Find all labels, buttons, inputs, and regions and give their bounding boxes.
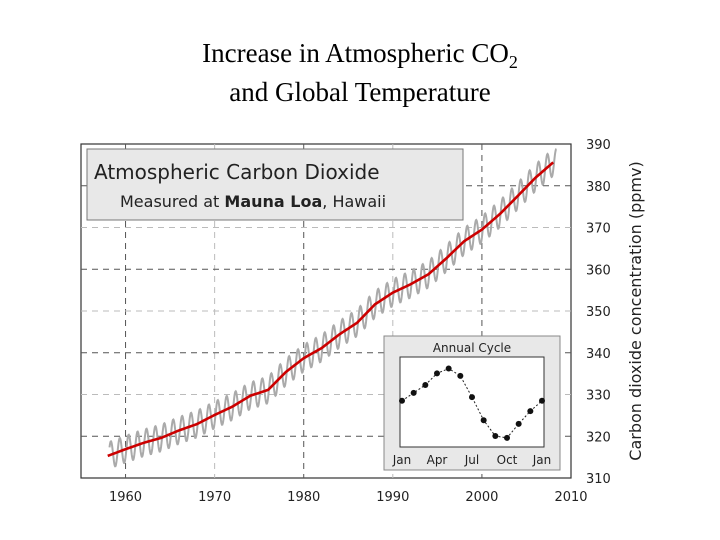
y-tick-label: 380 xyxy=(586,180,611,195)
title-box xyxy=(86,148,464,221)
chart-subtitle: Measured at Mauna Loa, Hawaii xyxy=(120,192,386,211)
y-tick-label: 320 xyxy=(586,430,611,445)
inset-point xyxy=(480,417,487,424)
y-tick-label: 350 xyxy=(586,305,611,320)
chart-subtitle-part: , Hawaii xyxy=(322,192,386,211)
chart-subtitle-part: Measured at xyxy=(120,192,224,211)
inset-plot-frame xyxy=(399,356,545,448)
y-tick-label: 360 xyxy=(586,263,611,278)
inset-point xyxy=(527,408,534,415)
inset-x-tick-label: Jan xyxy=(392,453,412,467)
x-tick-label: 2010 xyxy=(554,490,587,505)
y-tick-label: 340 xyxy=(586,347,611,362)
y-tick-label: 390 xyxy=(586,138,611,153)
inset-point xyxy=(422,381,429,388)
annual-trend-line xyxy=(107,161,555,458)
x-tick-label: 1980 xyxy=(287,490,320,505)
y-tick-label: 370 xyxy=(586,222,611,237)
inset-point xyxy=(399,397,405,404)
inset-point xyxy=(469,394,475,401)
x-tick-label: 1970 xyxy=(198,490,231,505)
inset-x-tick-label: Apr xyxy=(427,453,448,467)
chart-title: Atmospheric Carbon Dioxide xyxy=(94,160,380,184)
inset-title: Annual Cycle xyxy=(433,341,511,355)
inset-point xyxy=(539,397,545,404)
inset-point xyxy=(445,365,452,372)
inset-point xyxy=(410,389,417,396)
monthly-series-line xyxy=(108,148,558,468)
inset-x-tick-label: Jan xyxy=(532,453,552,467)
inset-point xyxy=(492,433,499,440)
x-tick-label: 2000 xyxy=(465,490,498,505)
inset-x-tick-label: Oct xyxy=(497,453,518,467)
x-tick-label: 1990 xyxy=(376,490,409,505)
y-tick-label: 310 xyxy=(586,472,611,487)
slide-title-line1: Increase in Atmospheric CO2 xyxy=(202,38,518,72)
y-axis-label: Carbon dioxide concentration (ppmv) xyxy=(626,161,645,460)
chart-subtitle-part: Mauna Loa xyxy=(224,192,322,211)
slide-title-line2: and Global Temperature xyxy=(229,77,491,107)
inset-point xyxy=(434,370,440,377)
inset-point xyxy=(457,372,464,379)
slide-title: Increase in Atmospheric CO2 and Global T… xyxy=(0,34,720,112)
inset-x-tick-label: Jul xyxy=(464,453,479,467)
x-tick-label: 1960 xyxy=(109,490,142,505)
y-tick-label: 330 xyxy=(586,389,611,404)
inset-point xyxy=(504,434,510,441)
inset-point xyxy=(515,420,522,427)
